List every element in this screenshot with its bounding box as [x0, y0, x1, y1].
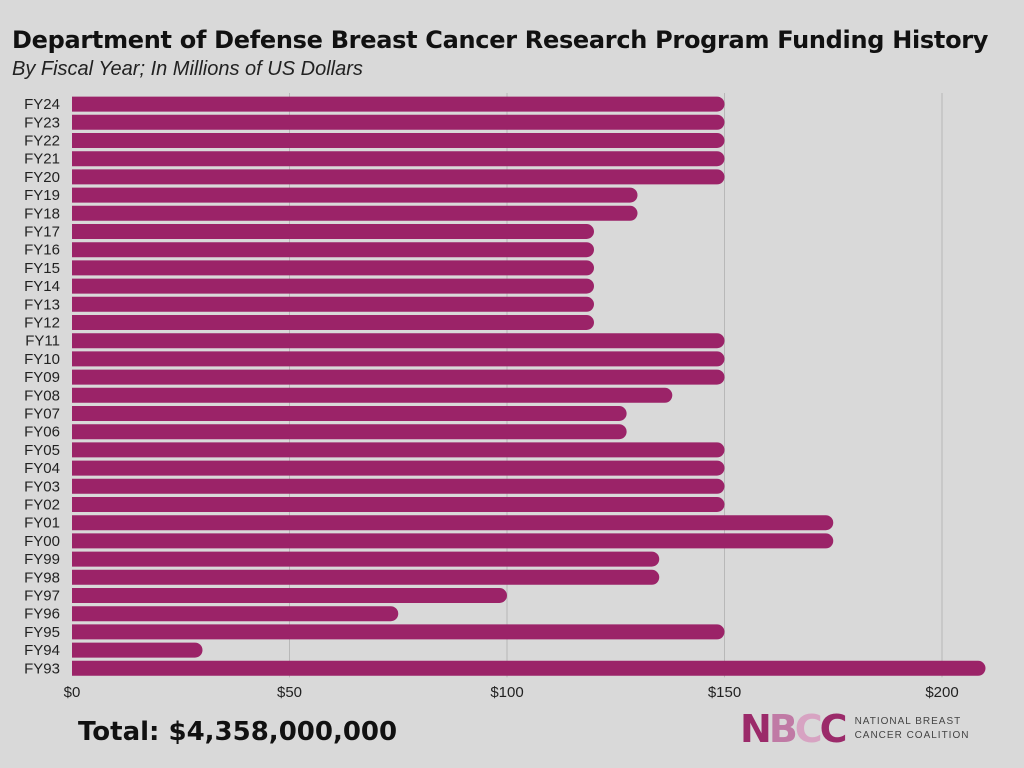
category-label: FY02 — [24, 497, 60, 514]
x-tick-label: $200 — [925, 684, 958, 701]
nbcc-logo-mark: NBCC — [740, 707, 848, 751]
category-label: FY24 — [24, 96, 60, 113]
x-tick-label: $0 — [64, 684, 81, 701]
category-label: FY09 — [24, 369, 60, 386]
category-label: FY96 — [24, 606, 60, 623]
x-tick-label: $50 — [277, 684, 302, 701]
bar-fy09 — [72, 369, 725, 385]
nbcc-logo-text: NATIONAL BREAST CANCER COALITION — [854, 716, 970, 741]
bar-fy98 — [72, 569, 660, 585]
category-label: FY95 — [24, 624, 60, 641]
bar-fy22 — [72, 133, 725, 148]
category-label: FY17 — [24, 224, 60, 241]
bar-fy14 — [72, 278, 595, 294]
bar-fy17 — [72, 224, 595, 239]
category-label: FY18 — [24, 205, 60, 222]
bar-fy23 — [72, 114, 725, 130]
bar-fy20 — [72, 169, 725, 185]
category-label: FY12 — [24, 315, 60, 332]
bar-fy21 — [72, 151, 725, 167]
bar-fy13 — [72, 296, 595, 312]
category-label: FY94 — [24, 642, 60, 659]
category-label: FY97 — [24, 588, 60, 605]
bar-fy97 — [72, 588, 508, 603]
x-tick-label: $100 — [490, 684, 523, 701]
category-label: FY93 — [24, 660, 60, 677]
category-label: FY99 — [24, 551, 60, 568]
category-label: FY03 — [24, 478, 60, 495]
category-label: FY22 — [24, 133, 60, 150]
bar-fy16 — [72, 242, 594, 258]
bar-fy00 — [72, 533, 834, 549]
bar-fy03 — [72, 478, 725, 494]
bar-fy06 — [72, 424, 627, 440]
bar-fy93 — [72, 660, 986, 676]
chart-title: Department of Defense Breast Cancer Rese… — [12, 26, 989, 54]
bar-fy94 — [72, 642, 203, 658]
category-label: FY06 — [24, 424, 60, 441]
category-label: FY11 — [25, 333, 60, 350]
bar-fy04 — [72, 460, 725, 476]
category-label: FY07 — [24, 406, 60, 423]
category-label: FY21 — [24, 151, 60, 168]
bar-fy96 — [72, 606, 399, 622]
category-label: FY01 — [24, 515, 60, 532]
chart-subtitle: By Fiscal Year; In Millions of US Dollar… — [12, 58, 363, 80]
bar-fy95 — [72, 624, 725, 640]
bar-fy99 — [72, 551, 660, 567]
category-label: FY98 — [24, 569, 60, 586]
category-label: FY14 — [24, 278, 60, 295]
nbcc-logo: NBCC NATIONAL BREAST CANCER COALITION — [740, 710, 969, 748]
total-label: Total: $4,358,000,000 — [78, 717, 398, 747]
bar-fy18 — [72, 205, 638, 221]
category-label: FY08 — [24, 387, 60, 404]
bar-fy08 — [72, 387, 673, 403]
bar-fy05 — [72, 442, 725, 458]
category-label: FY04 — [24, 460, 60, 477]
bar-fy24 — [72, 96, 725, 112]
bar-fy01 — [72, 515, 834, 531]
category-label: FY00 — [24, 533, 60, 550]
bar-fy07 — [72, 406, 627, 421]
category-label: FY13 — [24, 296, 60, 313]
category-label: FY16 — [24, 242, 60, 259]
x-tick-label: $150 — [708, 684, 741, 701]
category-label: FY05 — [24, 442, 60, 459]
category-label: FY15 — [24, 260, 60, 277]
bar-fy12 — [72, 315, 595, 330]
category-label: FY23 — [24, 114, 60, 131]
bar-fy19 — [72, 187, 638, 203]
bar-fy15 — [72, 260, 595, 276]
category-label: FY10 — [24, 351, 60, 368]
category-label: FY19 — [24, 187, 60, 204]
bar-fy10 — [72, 351, 725, 367]
bar-fy02 — [72, 497, 725, 512]
bar-fy11 — [72, 333, 725, 349]
category-label: FY20 — [24, 169, 60, 186]
